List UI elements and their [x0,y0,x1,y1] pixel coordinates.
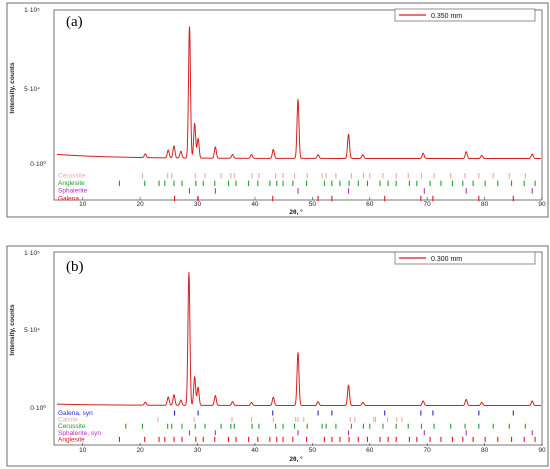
x-tick-label: 20 [137,201,145,208]
x-tick-label: 90 [538,447,546,454]
x-tick-label: 50 [309,201,317,208]
panel-a-legend-label: 0.350 mm [431,13,462,20]
panel-b: (b) 0.300 mm 1·10⁵ 5·10⁴ 0·10⁰ Intensity… [6,245,549,467]
x-tick-label: 70 [424,201,432,208]
panel-a-plot-area [53,9,543,201]
x-tick-label: 90 [538,201,546,208]
x-tick-label: 60 [366,201,374,208]
phase-label: Cerussite [58,423,86,430]
panel-a: (a) 0.350 mm 1·10⁵ 5·10⁴ 0·10⁰ Intensity… [6,2,549,218]
phase-label: Galena, syn [58,410,93,417]
panel-a-xticks: 10 20 30 40 50 60 70 80 90 [79,197,546,208]
panel-b-pattern-line [56,271,542,406]
panel-b-ytick-top: 1·10⁵ [24,250,40,257]
x-tick-label: 60 [366,447,374,454]
panel-b-label: (b) [66,259,84,275]
panel-b-legend-box [394,251,536,265]
phase-label: Sphalerite, syn [58,430,101,437]
phase-label: Anglesite [58,180,85,187]
panel-b-frame [6,245,549,467]
x-tick-label: 80 [481,201,489,208]
panel-a-label: (a) [66,14,83,30]
panel-a-ytick-zero: 0·10⁰ [30,160,46,168]
panel-b-plot-area [53,251,543,446]
panel-a-legend-box [394,8,536,22]
panel-a-ylabel: Intensity, counts [9,62,16,114]
panel-a-pattern-line [56,26,542,159]
panel-a-xlabel: 2θ, ° [289,208,303,216]
panel-b-xticks: 10 20 30 40 50 60 70 80 90 [79,443,546,454]
phase-label: Calcite [58,417,78,424]
x-tick-label: 40 [251,201,259,208]
panel-a-ytick-mid: 5·10⁴ [24,86,40,93]
panel-b-ytick-zero: 0·10⁰ [30,404,46,412]
x-tick-label: 70 [424,447,432,454]
x-tick-label: 40 [251,447,259,454]
phase-label: Anglesite [58,436,85,443]
panel-b-ylabel: Intensity, counts [9,304,16,356]
phase-label: Sphalerite [58,188,88,195]
panel-a-frame [6,2,549,218]
x-tick-label: 10 [79,447,87,454]
x-tick-label: 80 [481,447,489,454]
phase-label: Galena [58,195,79,202]
x-tick-label: 30 [194,447,202,454]
x-tick-label: 30 [194,201,202,208]
phase-label: Cerussite [58,173,86,180]
panel-b-xlabel: 2θ, ° [289,455,303,463]
x-tick-label: 20 [137,447,145,454]
x-tick-label: 50 [309,447,317,454]
panel-b-ytick-mid: 5·10⁴ [24,327,40,334]
x-tick-label: 10 [79,201,87,208]
panel-a-ytick-top: 1·10⁵ [24,7,40,14]
panel-b-legend-label: 0.300 mm [431,256,462,263]
